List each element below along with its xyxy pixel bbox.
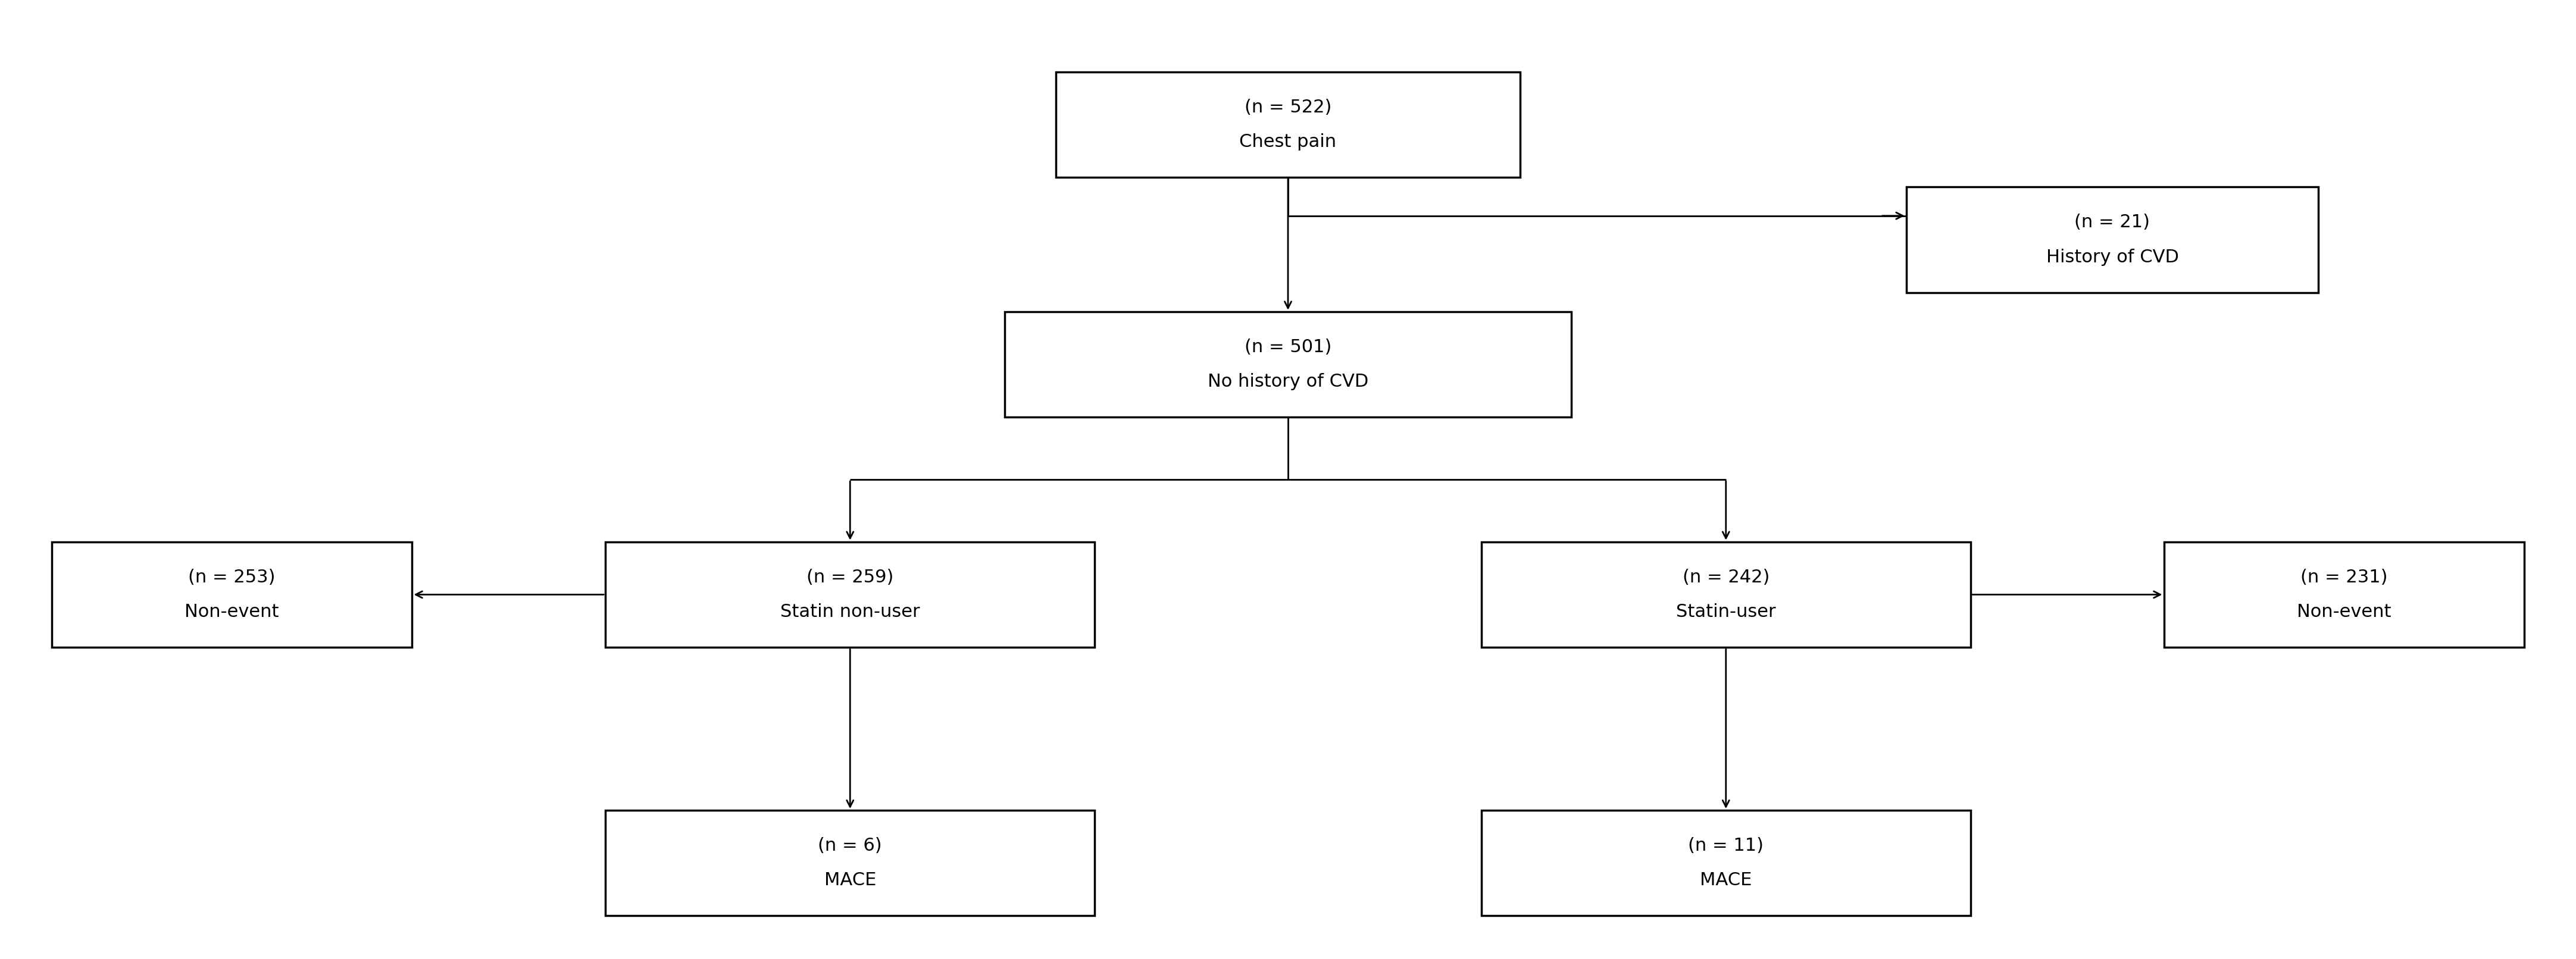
- Text: No history of CVD: No history of CVD: [1208, 373, 1368, 390]
- FancyBboxPatch shape: [1481, 810, 1971, 916]
- Text: (n = 501): (n = 501): [1244, 339, 1332, 356]
- FancyBboxPatch shape: [1005, 312, 1571, 417]
- Text: (n = 522): (n = 522): [1244, 99, 1332, 116]
- FancyBboxPatch shape: [52, 542, 412, 647]
- FancyBboxPatch shape: [605, 810, 1095, 916]
- Text: MACE: MACE: [1700, 872, 1752, 889]
- Text: (n = 253): (n = 253): [188, 569, 276, 586]
- Text: Non-event: Non-event: [185, 603, 278, 620]
- FancyBboxPatch shape: [605, 542, 1095, 647]
- Text: Statin non-user: Statin non-user: [781, 603, 920, 620]
- Text: (n = 11): (n = 11): [1687, 837, 1765, 854]
- Text: Statin-user: Statin-user: [1677, 603, 1775, 620]
- Text: (n = 231): (n = 231): [2300, 569, 2388, 586]
- FancyBboxPatch shape: [1056, 72, 1520, 177]
- Text: History of CVD: History of CVD: [2045, 248, 2179, 266]
- Text: (n = 6): (n = 6): [819, 837, 881, 854]
- Text: Chest pain: Chest pain: [1239, 133, 1337, 151]
- Text: Non-event: Non-event: [2298, 603, 2391, 620]
- Text: MACE: MACE: [824, 872, 876, 889]
- Text: (n = 21): (n = 21): [2074, 214, 2151, 231]
- Text: (n = 242): (n = 242): [1682, 569, 1770, 586]
- FancyBboxPatch shape: [1906, 187, 2318, 292]
- Text: (n = 259): (n = 259): [806, 569, 894, 586]
- FancyBboxPatch shape: [1481, 542, 1971, 647]
- FancyBboxPatch shape: [2164, 542, 2524, 647]
